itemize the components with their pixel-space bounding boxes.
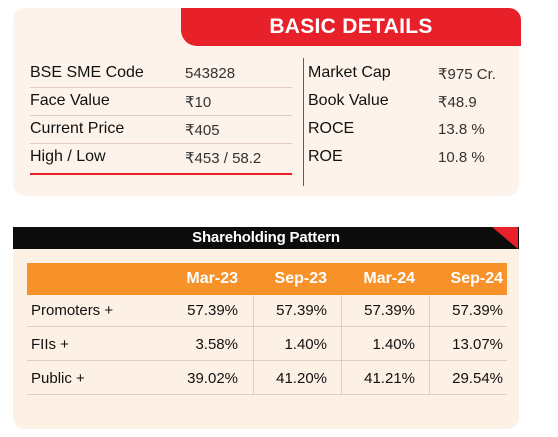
column-divider	[253, 295, 254, 395]
detail-row-roce: ROCE 13.8 %	[308, 116, 513, 144]
table-row-fiis: FIIs + 3.58% 1.40% 1.40% 13.07%	[27, 329, 507, 361]
column-divider	[341, 295, 342, 395]
table-cell: 13.07%	[452, 336, 503, 353]
shareholding-table: Mar-23 Sep-23 Mar-24 Sep-24 Promoters + …	[13, 249, 519, 429]
table-cell: 57.39%	[364, 302, 415, 319]
shareholding-title-bar: Shareholding Pattern	[13, 227, 519, 249]
table-cell: 41.20%	[276, 370, 327, 387]
table-cell: 57.39%	[276, 302, 327, 319]
row-label: Public +	[31, 370, 85, 387]
detail-label: Face Value	[30, 92, 110, 109]
detail-value: 10.8 %	[438, 149, 485, 166]
detail-value: 543828	[185, 65, 236, 82]
detail-row-market-cap: Market Cap ₹975 Cr.	[308, 60, 513, 88]
detail-row-high-low: High / Low ₹453 / 58.2	[30, 144, 292, 172]
table-cell: 39.02%	[187, 370, 238, 387]
detail-label: Current Price	[30, 120, 125, 137]
table-cell: 57.39%	[187, 302, 238, 319]
shareholding-corner-accent	[492, 227, 518, 249]
high-low-underline	[30, 173, 292, 175]
detail-label: BSE SME Code	[30, 64, 144, 81]
basic-details-title: BASIC DETAILS	[181, 8, 521, 46]
detail-label: ROCE	[308, 120, 355, 137]
detail-label: ROE	[308, 148, 343, 165]
table-row-promoters: Promoters + 57.39% 57.39% 57.39% 57.39%	[27, 295, 507, 327]
detail-value: 13.8 %	[438, 121, 485, 138]
detail-row-current-price: Current Price ₹405	[30, 116, 292, 144]
detail-value: ₹453 / 58.2	[185, 150, 262, 167]
detail-value: ₹10	[185, 94, 212, 111]
detail-value: ₹48.9	[438, 94, 477, 111]
row-label: FIIs +	[31, 336, 69, 353]
table-cell: 1.40%	[284, 336, 327, 353]
column-header-mar-23: Mar-23	[186, 270, 238, 287]
column-header-sep-24: Sep-24	[450, 270, 503, 287]
detail-value: ₹405	[185, 122, 220, 139]
table-cell: 57.39%	[452, 302, 503, 319]
shareholding-title: Shareholding Pattern	[192, 229, 340, 246]
detail-label: Market Cap	[308, 64, 391, 81]
basic-details-left-column: BSE SME Code 543828 Face Value ₹10 Curre…	[30, 60, 292, 172]
detail-row-face-value: Face Value ₹10	[30, 88, 292, 116]
basic-details-card: BASIC DETAILS BSE SME Code 543828 Face V…	[13, 8, 521, 196]
table-cell: 41.21%	[364, 370, 415, 387]
column-divider	[429, 295, 430, 395]
column-header-mar-24: Mar-24	[363, 270, 415, 287]
detail-row-bse-code: BSE SME Code 543828	[30, 60, 292, 88]
row-label: Promoters +	[31, 302, 114, 319]
column-divider	[303, 58, 304, 186]
detail-row-roe: ROE 10.8 %	[308, 144, 513, 172]
column-header-sep-23: Sep-23	[274, 270, 327, 287]
basic-details-right-column: Market Cap ₹975 Cr. Book Value ₹48.9 ROC…	[308, 60, 513, 172]
shareholding-header-row: Mar-23 Sep-23 Mar-24 Sep-24	[27, 263, 507, 295]
detail-label: Book Value	[308, 92, 389, 109]
detail-label: High / Low	[30, 148, 106, 165]
detail-value: ₹975 Cr.	[438, 66, 496, 83]
table-cell: 1.40%	[372, 336, 415, 353]
table-cell: 3.58%	[195, 336, 238, 353]
table-row-public: Public + 39.02% 41.20% 41.21% 29.54%	[27, 363, 507, 395]
table-cell: 29.54%	[452, 370, 503, 387]
detail-row-book-value: Book Value ₹48.9	[308, 88, 513, 116]
